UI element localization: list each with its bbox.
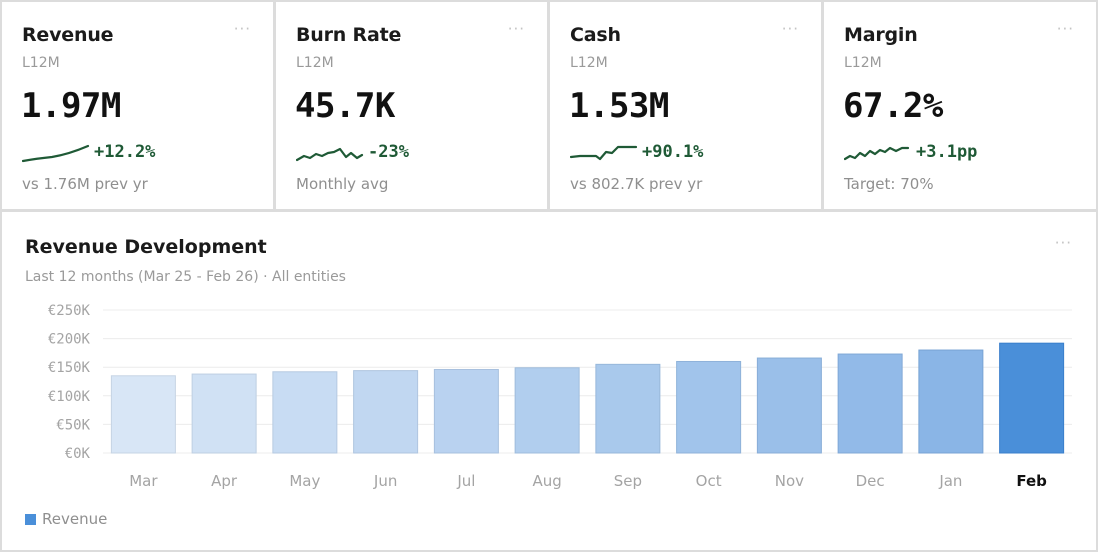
x-tick-label: Aug <box>532 472 561 490</box>
chart-subtitle: Last 12 months (Mar 25 - Feb 26) · All e… <box>25 269 346 285</box>
bar-jul <box>433 368 499 454</box>
kpi-delta: +12.2% <box>94 142 156 162</box>
bar-jun <box>353 370 419 454</box>
revenue-bar-chart: €0K €50K €100K €150K €200K €250K Mar Apr May Jun J… <box>48 303 1072 490</box>
bar-may <box>272 371 338 454</box>
bar-oct <box>676 360 742 454</box>
more-options-icon[interactable]: ··· <box>781 20 799 38</box>
y-tick-label: €150K <box>48 360 91 376</box>
revenue-sparkline <box>22 144 90 163</box>
legend-label: Revenue <box>42 510 108 528</box>
x-tick-label: Mar <box>129 472 158 490</box>
bar-jan <box>918 349 984 454</box>
chart-legend[interactable]: Revenue <box>25 510 107 528</box>
kpi-delta: +3.1pp <box>916 142 978 162</box>
kpi-delta: +90.1% <box>642 142 704 162</box>
bar-nov <box>756 357 822 454</box>
x-tick-label: Apr <box>211 472 238 490</box>
kpi-title: Margin <box>844 24 918 46</box>
y-tick-label: €200K <box>48 332 91 348</box>
kpi-title: Cash <box>570 24 621 46</box>
kpi-value: 1.97M <box>21 86 121 126</box>
margin-sparkline <box>844 146 910 161</box>
bar-apr <box>191 373 257 454</box>
x-tick-label: Nov <box>775 472 804 490</box>
x-tick-label: Feb <box>1016 472 1047 490</box>
x-tick-label: Dec <box>856 472 885 490</box>
y-tick-label: €50K <box>56 417 90 433</box>
bar-sep <box>595 363 661 454</box>
kpi-value: 45.7K <box>295 86 395 126</box>
kpi-delta: -23% <box>368 142 409 162</box>
bar-feb <box>999 342 1065 454</box>
kpi-card-cash[interactable]: Cash L12M ··· 1.53M +90.1% vs 802.7K pre… <box>550 2 821 209</box>
more-options-icon[interactable]: ··· <box>1054 234 1072 252</box>
kpi-card-burn-rate[interactable]: Burn Rate L12M ··· 45.7K -23% Monthly av… <box>276 2 547 209</box>
kpi-period: L12M <box>570 55 608 71</box>
kpi-period: L12M <box>844 55 882 71</box>
bar-aug <box>514 367 580 454</box>
more-options-icon[interactable]: ··· <box>233 20 251 38</box>
more-options-icon[interactable]: ··· <box>507 20 525 38</box>
bar-mar <box>110 375 176 454</box>
y-tick-label: €100K <box>48 389 91 405</box>
chart-title: Revenue Development <box>25 236 267 258</box>
kpi-period: L12M <box>22 55 60 71</box>
y-tick-label: €250K <box>48 303 91 319</box>
kpi-footnote: vs 802.7K prev yr <box>570 175 703 193</box>
x-tick-label: Sep <box>614 472 642 490</box>
burn-sparkline <box>296 147 364 162</box>
legend-swatch <box>25 513 36 525</box>
kpi-row: Revenue L12M ··· 1.97M +12.2% vs 1.76M p… <box>2 2 1096 209</box>
x-tick-label: Jun <box>373 472 397 490</box>
cash-sparkline <box>570 145 638 161</box>
bar-dec <box>837 353 903 454</box>
kpi-title: Revenue <box>22 24 114 46</box>
y-tick-label: €0K <box>65 446 91 462</box>
kpi-value: 67.2% <box>843 86 943 126</box>
kpi-card-revenue[interactable]: Revenue L12M ··· 1.97M +12.2% vs 1.76M p… <box>2 2 273 209</box>
kpi-card-margin[interactable]: Margin L12M ··· 67.2% +3.1pp Target: 70% <box>824 2 1096 209</box>
x-tick-label: Jul <box>456 472 475 490</box>
kpi-title: Burn Rate <box>296 24 402 46</box>
kpi-footnote: vs 1.76M prev yr <box>22 175 148 193</box>
kpi-value: 1.53M <box>569 86 669 126</box>
kpi-footnote: Monthly avg <box>296 175 389 193</box>
x-tick-label: Oct <box>696 472 722 490</box>
kpi-period: L12M <box>296 55 334 71</box>
more-options-icon[interactable]: ··· <box>1056 20 1074 38</box>
x-tick-label: Jan <box>938 472 962 490</box>
x-tick-label: May <box>289 472 320 490</box>
revenue-development-card: Revenue Development Last 12 months (Mar … <box>2 212 1096 550</box>
kpi-footnote: Target: 70% <box>844 175 934 193</box>
